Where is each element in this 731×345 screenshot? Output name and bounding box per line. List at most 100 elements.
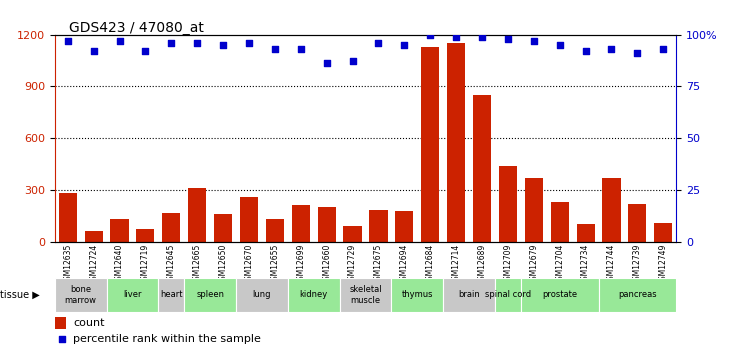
Text: heart: heart	[160, 290, 183, 299]
Point	[114, 38, 126, 43]
Text: GSM12699: GSM12699	[296, 243, 306, 285]
Bar	[110, 219, 129, 242]
Bar	[344, 226, 362, 242]
Text: GSM12739: GSM12739	[633, 243, 642, 285]
Text: count: count	[73, 318, 105, 328]
Text: liver: liver	[124, 290, 142, 299]
Bar	[550, 202, 569, 242]
Text: bone
marrow: bone marrow	[65, 285, 96, 305]
Text: GSM12660: GSM12660	[322, 243, 331, 285]
Point	[295, 46, 306, 52]
Point	[554, 42, 566, 48]
Bar	[628, 204, 646, 241]
Text: spleen: spleen	[196, 290, 224, 299]
Bar	[292, 205, 310, 241]
Point	[605, 46, 617, 52]
Bar	[654, 223, 673, 242]
Text: GSM12694: GSM12694	[400, 243, 409, 285]
Bar	[188, 188, 206, 241]
Point	[192, 40, 203, 46]
Bar	[521, 278, 599, 312]
Bar	[602, 178, 621, 242]
Text: spinal cord: spinal cord	[485, 290, 531, 299]
Bar	[473, 95, 491, 242]
Text: GSM12655: GSM12655	[270, 243, 279, 285]
Bar	[236, 278, 288, 312]
Text: GSM12670: GSM12670	[244, 243, 254, 285]
Bar	[525, 178, 543, 242]
Text: GSM12719: GSM12719	[141, 243, 150, 285]
Bar	[369, 209, 387, 242]
Bar	[214, 214, 232, 242]
Point	[243, 40, 255, 46]
Text: GSM12749: GSM12749	[659, 243, 667, 285]
Point	[580, 48, 591, 54]
Text: percentile rank within the sample: percentile rank within the sample	[73, 334, 262, 344]
Bar	[184, 278, 236, 312]
Text: GSM12645: GSM12645	[167, 243, 176, 285]
Point	[321, 61, 333, 66]
Bar	[317, 207, 336, 242]
Bar	[107, 278, 159, 312]
Point	[62, 38, 74, 43]
Point	[632, 50, 643, 56]
Bar	[421, 47, 439, 242]
Text: skeletal
muscle: skeletal muscle	[349, 285, 382, 305]
Point	[657, 46, 669, 52]
Point	[450, 34, 462, 39]
Bar	[395, 211, 414, 241]
Text: GSM12704: GSM12704	[555, 243, 564, 285]
Text: GSM12744: GSM12744	[607, 243, 616, 285]
Bar	[58, 193, 77, 242]
Text: brain: brain	[458, 290, 480, 299]
Bar	[495, 278, 520, 312]
Point	[398, 42, 410, 48]
Point	[373, 40, 385, 46]
Bar	[55, 317, 66, 329]
Bar	[240, 197, 258, 241]
Text: GSM12640: GSM12640	[115, 243, 124, 285]
Point	[165, 40, 177, 46]
Text: prostate: prostate	[542, 290, 577, 299]
Point	[428, 270, 439, 276]
Bar	[159, 278, 184, 312]
Text: GSM12675: GSM12675	[374, 243, 383, 285]
Bar	[162, 213, 181, 242]
Text: GDS423 / 47080_at: GDS423 / 47080_at	[69, 21, 205, 35]
Text: GSM12729: GSM12729	[348, 243, 357, 285]
Bar	[391, 278, 443, 312]
Bar	[85, 231, 103, 241]
Bar	[443, 278, 495, 312]
Point	[217, 42, 229, 48]
Point	[346, 59, 358, 64]
Text: tissue ▶: tissue ▶	[0, 290, 39, 300]
Text: GSM12684: GSM12684	[425, 243, 435, 285]
Bar	[577, 224, 594, 241]
Bar	[499, 166, 517, 242]
Text: GSM12709: GSM12709	[504, 243, 512, 285]
Text: GSM12665: GSM12665	[193, 243, 202, 285]
Text: GSM12650: GSM12650	[219, 243, 227, 285]
Text: GSM12724: GSM12724	[89, 243, 98, 285]
Text: GSM12734: GSM12734	[581, 243, 590, 285]
Point	[502, 36, 514, 41]
Point	[140, 48, 151, 54]
Text: pancreas: pancreas	[618, 290, 656, 299]
Bar	[137, 228, 154, 242]
Text: GSM12689: GSM12689	[477, 243, 487, 285]
Bar	[266, 219, 284, 242]
Bar	[599, 278, 676, 312]
Point	[269, 46, 281, 52]
Text: thymus: thymus	[401, 290, 433, 299]
Point	[528, 38, 539, 43]
Bar	[340, 278, 391, 312]
Text: GSM12635: GSM12635	[64, 243, 72, 285]
Bar	[55, 278, 107, 312]
Point	[425, 32, 436, 37]
Point	[88, 48, 99, 54]
Text: kidney: kidney	[300, 290, 327, 299]
Text: GSM12679: GSM12679	[529, 243, 538, 285]
Bar	[288, 278, 340, 312]
Bar	[447, 43, 465, 241]
Text: lung: lung	[253, 290, 271, 299]
